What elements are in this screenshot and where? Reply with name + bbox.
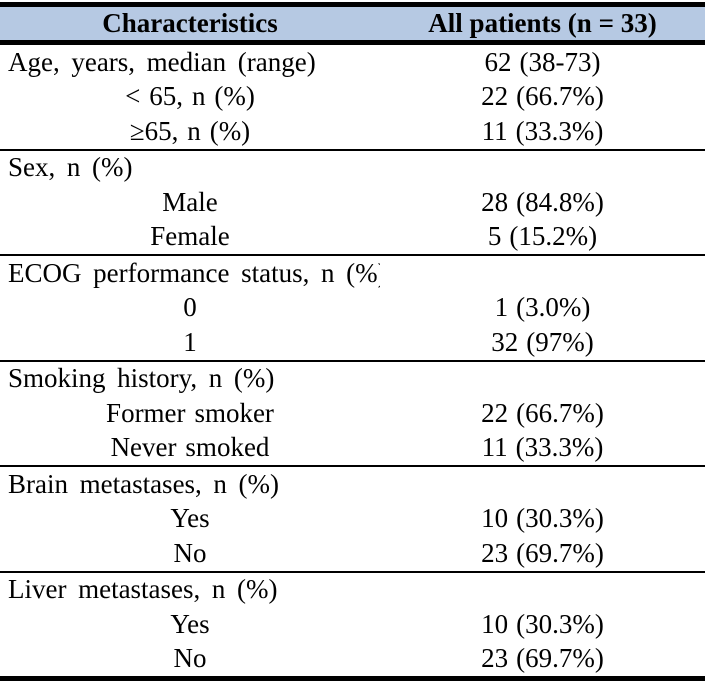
characteristic-label: Yes <box>170 503 210 534</box>
table-section: Sex, n (%) Male 28 (84.8%) Female 5 (15.2%) <box>0 151 705 256</box>
table-row: Female 5 (15.2%) <box>0 220 705 255</box>
patients-value: 10 (30.3%) <box>481 503 604 534</box>
table-row: No 23 (69.7%) <box>0 642 705 677</box>
patients-value: 62 (38-73) <box>484 46 601 77</box>
characteristic-label: No <box>173 537 207 568</box>
table-row: < 65, n (%) 22 (66.7%) <box>0 80 705 115</box>
header-characteristics: Characteristics <box>102 8 278 38</box>
characteristic-label: < 65, n (%) <box>125 81 255 112</box>
patients-value: 1 (3.0%) <box>494 292 591 323</box>
patients-value: 23 (69.7%) <box>481 537 604 568</box>
table-row: ≥65, n (%) 11 (33.3%) <box>0 114 705 149</box>
characteristic-label: Male <box>162 186 218 217</box>
table-row: Male 28 (84.8%) <box>0 185 705 220</box>
table-row: ECOG performance status, n (%) <box>0 256 705 291</box>
patients-value: 10 (30.3%) <box>481 608 604 639</box>
patient-characteristics-table: Characteristics All patients (n = 33) Ag… <box>0 2 705 681</box>
table-section: Age, years, median (range) 62 (38-73) < 65… <box>0 45 705 151</box>
characteristic-label: ECOG performance status, n (%) <box>8 257 380 288</box>
characteristic-label: Former smoker <box>106 397 274 428</box>
characteristic-label: ≥65, n (%) <box>129 115 251 146</box>
table-row: No 23 (69.7%) <box>0 536 705 571</box>
characteristic-label: Liver metastases, n (%) <box>8 574 278 605</box>
patients-value: 11 (33.3%) <box>481 115 604 146</box>
table-row: Age, years, median (range) 62 (38-73) <box>0 45 705 80</box>
characteristic-label: Age, years, median (range) <box>8 46 316 77</box>
patients-value: 22 (66.7%) <box>481 81 604 112</box>
table-section: Brain metastases, n (%) Yes 10 (30.3%) No 23… <box>0 467 705 573</box>
header-all-patients: All patients (n = 33) <box>428 8 657 38</box>
table-body: Age, years, median (range) 62 (38-73) < 65… <box>0 45 705 681</box>
characteristic-label: 0 <box>183 292 197 323</box>
table-row: Smoking history, n (%) <box>0 362 705 397</box>
table-row: 1 32 (97%) <box>0 325 705 360</box>
patients-value: 23 (69.7%) <box>481 643 604 674</box>
table-row: Yes 10 (30.3%) <box>0 502 705 537</box>
table-row: Former smoker 22 (66.7%) <box>0 396 705 431</box>
patients-value: 11 (33.3%) <box>481 432 604 463</box>
table-section: ECOG performance status, n (%) 0 1 (3.0%) 1… <box>0 256 705 362</box>
table-row: Never smoked 11 (33.3%) <box>0 431 705 466</box>
characteristic-label: Brain metastases, n (%) <box>8 468 280 499</box>
characteristic-label: 1 <box>183 326 197 357</box>
table-header-row: Characteristics All patients (n = 33) <box>0 2 705 45</box>
characteristic-label: Sex, n (%) <box>8 152 133 183</box>
table-row: Liver metastases, n (%) <box>0 573 705 608</box>
table-row: Sex, n (%) <box>0 151 705 186</box>
patients-value: 28 (84.8%) <box>481 186 604 217</box>
patients-value: 5 (15.2%) <box>487 221 598 252</box>
table-section: Smoking history, n (%) Former smoker 22 (6… <box>0 362 705 467</box>
characteristic-label: Yes <box>170 608 210 639</box>
patients-value: 32 (97%) <box>491 326 594 357</box>
characteristic-label: No <box>173 643 207 674</box>
characteristic-label: Female <box>150 221 230 252</box>
characteristic-label: Never smoked <box>110 432 270 463</box>
characteristic-label: Smoking history, n (%) <box>8 363 275 394</box>
table-row: Yes 10 (30.3%) <box>0 607 705 642</box>
table-section: Liver metastases, n (%) Yes 10 (30.3%) No 23… <box>0 573 705 681</box>
patients-value: 22 (66.7%) <box>481 397 604 428</box>
table-row: Brain metastases, n (%) <box>0 467 705 502</box>
table-row: 0 1 (3.0%) <box>0 291 705 326</box>
